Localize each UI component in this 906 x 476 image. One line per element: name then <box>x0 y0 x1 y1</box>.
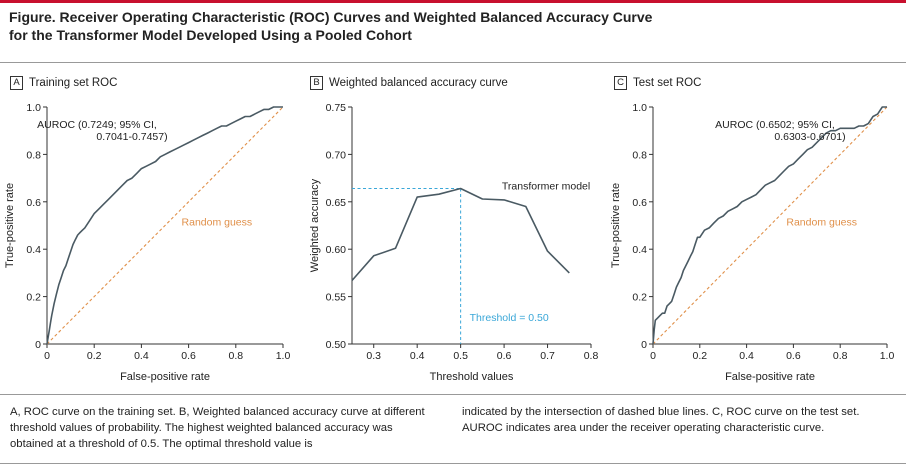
panel-c-y-tick-label: 0.8 <box>632 149 647 161</box>
caption-rule-top <box>0 394 906 395</box>
caption-rule-bottom <box>0 463 906 464</box>
panel-a-y-tick-label: 0.4 <box>26 244 41 256</box>
panel-c-x-tick-label: 0.2 <box>692 350 707 362</box>
panel-a-y-tick-label: 0.2 <box>26 292 41 304</box>
panel-b-x-tick-label: 0.3 <box>366 350 381 362</box>
panel-a-header: A Training set ROC <box>10 76 117 90</box>
panel-a-x-tick-label: 0.2 <box>87 350 102 362</box>
panel-b-series-label: Transformer model <box>502 180 590 192</box>
caption-left: A, ROC curve on the training set. B, Wei… <box>10 406 425 450</box>
panel-c-series-line <box>652 106 887 345</box>
panel-a-x-tick-label: 0.4 <box>134 350 149 362</box>
panel-b-y-tick-label: 0.55 <box>326 292 347 304</box>
panel-c-auroc-line2: 0.6303-0.6701) <box>774 131 845 143</box>
panel-a-random-guess-line <box>46 106 284 345</box>
panel-c-x-tick-label: 0.4 <box>739 350 754 362</box>
panel-c-x-tick-label: 1.0 <box>880 350 895 362</box>
panel-b-letter: B <box>310 76 323 90</box>
panel-c-header: C Test set ROC <box>614 76 701 90</box>
panel-a-x-tick-label: 1.0 <box>276 350 291 362</box>
figure-title-line1: Figure. Receiver Operating Characteristi… <box>9 9 653 25</box>
figure-title-line2: for the Transformer Model Developed Usin… <box>9 27 412 43</box>
panel-c-random-guess-line <box>652 106 888 345</box>
caption-right: indicated by the intersection of dashed … <box>462 406 860 434</box>
panel-b-x-tick-label: 0.7 <box>540 350 555 362</box>
panel-b-y-tick-label: 0.75 <box>326 102 347 114</box>
panel-a-x-tick-label: 0 <box>44 350 50 362</box>
panel-b-threshold-label: Threshold = 0.50 <box>470 312 549 324</box>
panel-b-title: Weighted balanced accuracy curve <box>329 77 508 89</box>
panel-b-y-tick-label: 0.70 <box>326 149 347 161</box>
figure-title: Figure. Receiver Operating Characteristi… <box>9 8 889 44</box>
panel-a-x-axis-label: False-positive rate <box>120 371 210 383</box>
panel-c-y-axis-label: True-positive rate <box>610 183 622 268</box>
panel-c-y-tick-label: 1.0 <box>632 102 647 114</box>
panel-a-x-tick-label: 0.6 <box>181 350 196 362</box>
panel-b-y-tick-label: 0.65 <box>326 197 347 209</box>
panel-c-x-axis-label: False-positive rate <box>725 371 815 383</box>
panel-b-y-tick-label: 0.50 <box>326 339 347 351</box>
panel-c-title: Test set ROC <box>633 77 702 89</box>
panel-b-x-tick-label: 0.6 <box>497 350 512 362</box>
panel-c-random-guess-label: Random guess <box>786 217 857 229</box>
panel-c-y-tick-label: 0.2 <box>632 292 647 304</box>
panel-b-x-axis-label: Threshold values <box>430 371 514 383</box>
panel-b-x-tick-label: 0.4 <box>410 350 425 362</box>
title-rule <box>0 62 906 63</box>
panel-a-y-tick-label: 0.8 <box>26 149 41 161</box>
panel-b-y-axis-label: Weighted accuracy <box>309 178 321 272</box>
panel-a-y-axis-label: True-positive rate <box>4 183 16 268</box>
panel-a-letter: A <box>10 76 23 90</box>
panel-a-y-tick-label: 1.0 <box>26 102 41 114</box>
panel-b-x-tick-label: 0.5 <box>453 350 468 362</box>
panel-c-y-tick-label: 0 <box>641 339 647 351</box>
panel-a-auroc-line2: 0.7041-0.7457) <box>96 131 167 143</box>
panel-b-y-tick-label: 0.60 <box>326 244 347 256</box>
panel-b-header: B Weighted balanced accuracy curve <box>310 76 508 90</box>
panel-a-title: Training set ROC <box>29 77 118 89</box>
panel-a-series-line <box>46 106 283 345</box>
panel-a-random-guess-label: Random guess <box>182 217 253 229</box>
panel-c-letter: C <box>614 76 627 90</box>
panel-c-y-tick-label: 0.6 <box>632 197 647 209</box>
panel-c-y-tick-label: 0.4 <box>632 244 647 256</box>
panel-b-x-tick-label: 0.8 <box>584 350 599 362</box>
accent-bar <box>0 0 906 3</box>
panel-a-y-tick-label: 0.6 <box>26 197 41 209</box>
panel-a-y-tick-label: 0 <box>35 339 41 351</box>
panel-c-auroc-line1: AUROC (0.6502; 95% CI, <box>715 119 835 131</box>
panel-b-series-line <box>351 187 570 282</box>
panel-a-auroc-line1: AUROC (0.7249; 95% CI, <box>37 119 157 131</box>
panel-a-x-tick-label: 0.8 <box>228 350 243 362</box>
panel-c-x-tick-label: 0 <box>650 350 656 362</box>
panel-c-x-tick-label: 0.6 <box>786 350 801 362</box>
panel-c-x-tick-label: 0.8 <box>833 350 848 362</box>
